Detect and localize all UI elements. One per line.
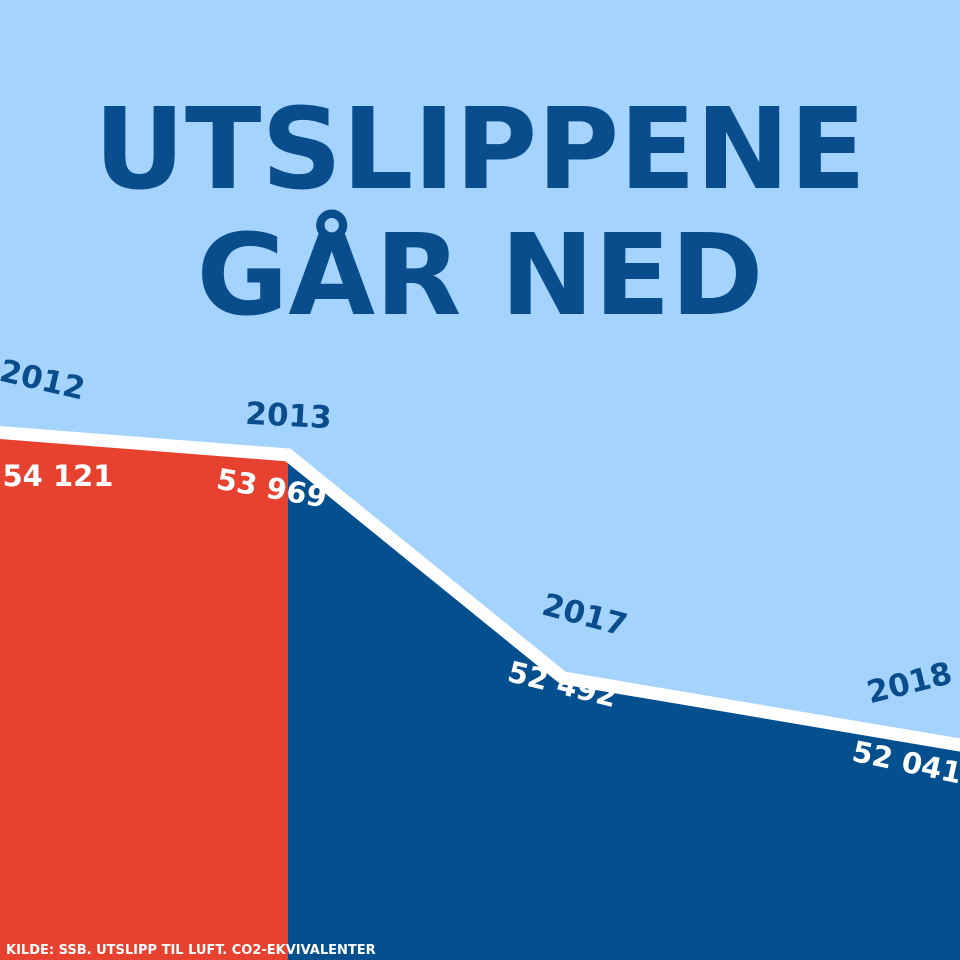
series-line xyxy=(0,425,960,752)
area-segment-2012-2013 xyxy=(0,432,288,960)
title-line-1: UTSLIPPENE xyxy=(94,85,866,215)
value-label-2012: 54 121 xyxy=(3,459,114,493)
source-note: KILDE: SSB. UTSLIPP TIL LUFT. CO2-EKVIVA… xyxy=(6,943,376,958)
area-segment-2013-2018 xyxy=(288,454,960,960)
year-label-2013: 2013 xyxy=(244,396,332,436)
title-line-2: GÅR NED xyxy=(196,209,763,341)
